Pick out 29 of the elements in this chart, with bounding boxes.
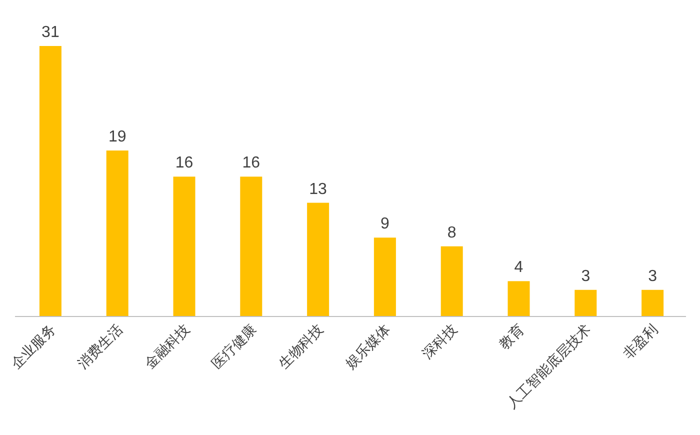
x-tick-label: 教育 bbox=[496, 320, 527, 352]
x-tick-label: 医疗健康 bbox=[208, 320, 260, 372]
x-tick-label: 深科技 bbox=[418, 320, 460, 362]
x-tick-label: 消费生活 bbox=[74, 320, 126, 372]
bar bbox=[39, 46, 62, 316]
x-tick-label: 非盈利 bbox=[620, 320, 661, 362]
bar bbox=[440, 246, 463, 316]
data-label: 13 bbox=[309, 180, 328, 198]
bar bbox=[307, 202, 330, 316]
data-label: 9 bbox=[380, 216, 390, 233]
data-label: 3 bbox=[581, 268, 590, 285]
bar bbox=[240, 176, 262, 316]
data-label: 4 bbox=[514, 259, 524, 276]
bar bbox=[173, 176, 196, 316]
bar bbox=[574, 290, 597, 316]
bar bbox=[508, 281, 530, 316]
x-tick-label: 企业服务 bbox=[8, 320, 59, 372]
data-label: 16 bbox=[175, 154, 194, 172]
x-tick-label: 生物科技 bbox=[275, 320, 326, 372]
data-label: 19 bbox=[108, 128, 126, 146]
bar bbox=[374, 238, 396, 316]
data-label: 16 bbox=[242, 154, 260, 172]
bar bbox=[642, 290, 664, 316]
x-tick-label: 金融科技 bbox=[141, 320, 192, 372]
bar bbox=[106, 150, 128, 316]
data-label: 8 bbox=[447, 224, 456, 242]
x-tick-label: 娱乐媒体 bbox=[342, 320, 394, 372]
data-label: 31 bbox=[42, 24, 60, 41]
data-label: 3 bbox=[648, 268, 658, 285]
